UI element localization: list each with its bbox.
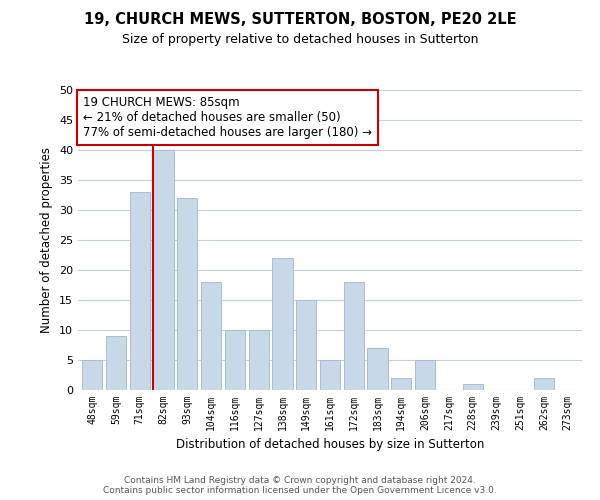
Text: 19, CHURCH MEWS, SUTTERTON, BOSTON, PE20 2LE: 19, CHURCH MEWS, SUTTERTON, BOSTON, PE20… — [83, 12, 517, 28]
Bar — [272, 258, 293, 390]
Bar — [225, 330, 245, 390]
Bar — [201, 282, 221, 390]
Bar — [320, 360, 340, 390]
Bar — [106, 336, 126, 390]
Text: 19 CHURCH MEWS: 85sqm
← 21% of detached houses are smaller (50)
77% of semi-deta: 19 CHURCH MEWS: 85sqm ← 21% of detached … — [83, 96, 372, 139]
Bar — [130, 192, 150, 390]
X-axis label: Distribution of detached houses by size in Sutterton: Distribution of detached houses by size … — [176, 438, 484, 452]
Bar — [82, 360, 103, 390]
Bar — [344, 282, 364, 390]
Bar — [248, 330, 269, 390]
Bar — [177, 198, 197, 390]
Text: Size of property relative to detached houses in Sutterton: Size of property relative to detached ho… — [122, 32, 478, 46]
Bar — [534, 378, 554, 390]
Bar — [415, 360, 435, 390]
Bar — [367, 348, 388, 390]
Text: Contains HM Land Registry data © Crown copyright and database right 2024.
Contai: Contains HM Land Registry data © Crown c… — [103, 476, 497, 495]
Bar — [391, 378, 412, 390]
Bar — [296, 300, 316, 390]
Bar — [154, 150, 173, 390]
Y-axis label: Number of detached properties: Number of detached properties — [40, 147, 53, 333]
Bar — [463, 384, 483, 390]
